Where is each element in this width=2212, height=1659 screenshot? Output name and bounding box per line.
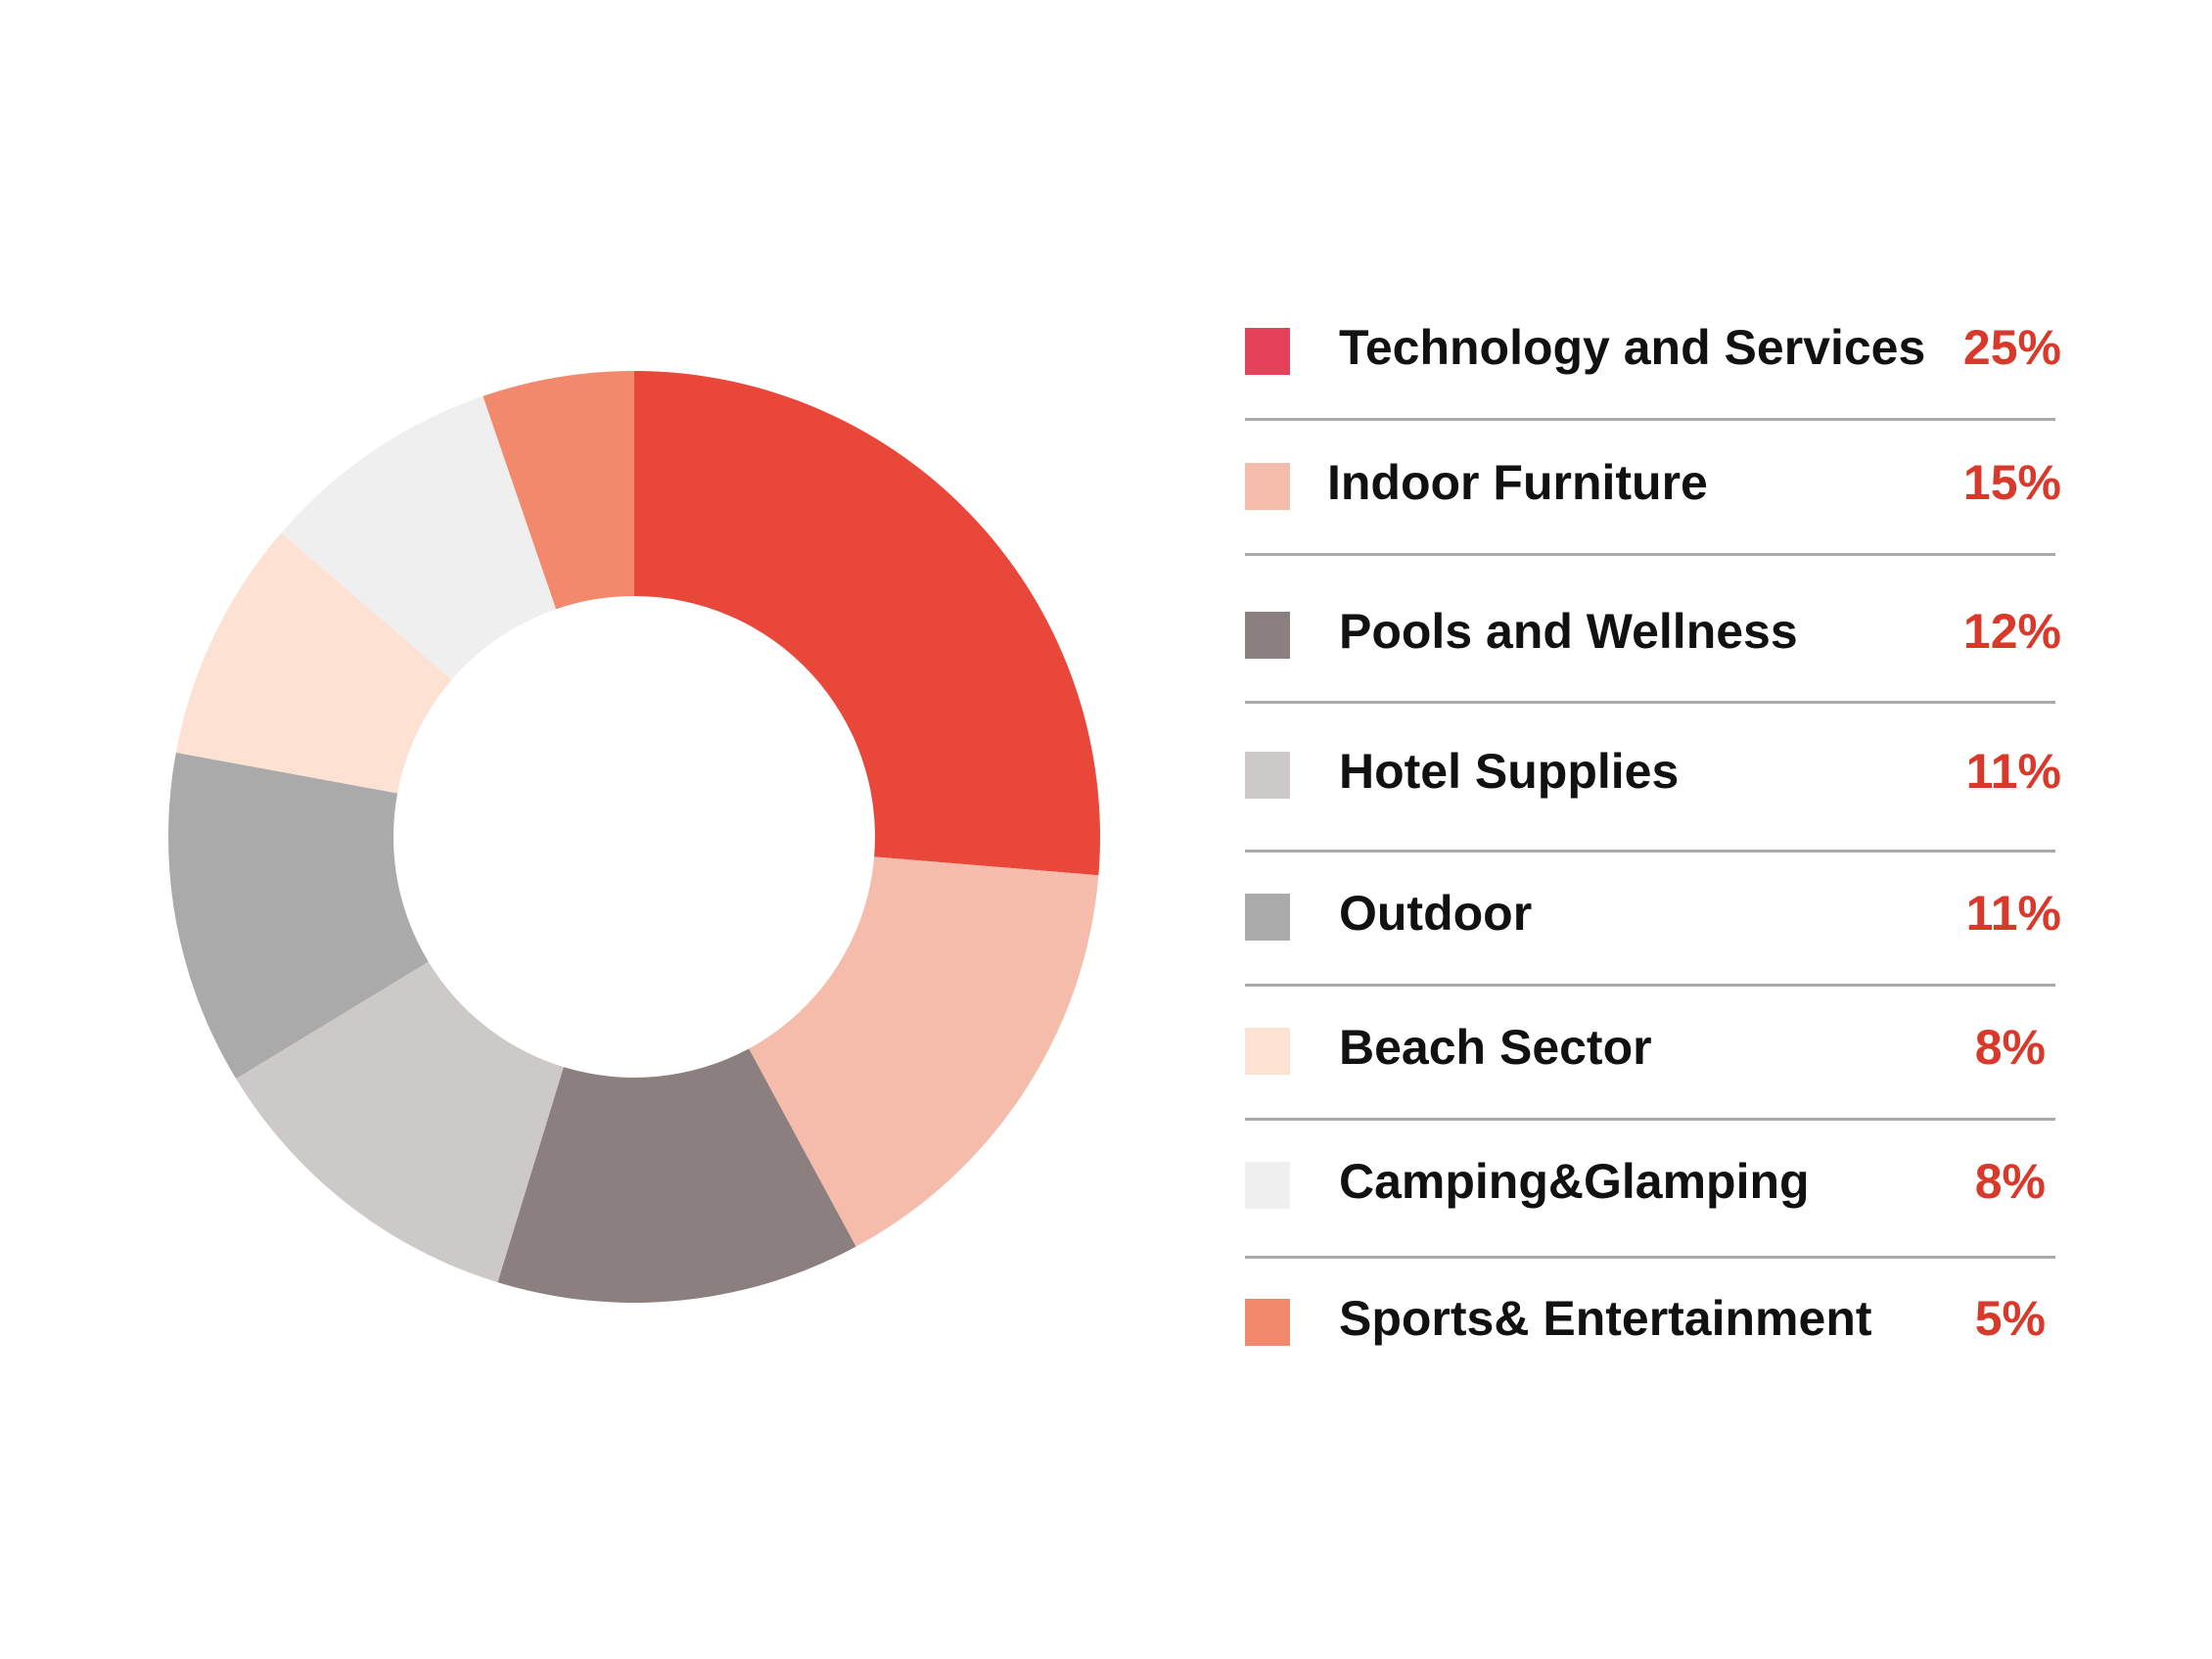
legend-value: 5%	[1974, 1291, 2046, 1346]
legend-divider	[1245, 1256, 2055, 1259]
legend-divider	[1245, 418, 2055, 421]
legend-divider	[1245, 850, 2055, 853]
legend-swatch	[1245, 894, 1290, 941]
legend-value: 11%	[1965, 886, 2061, 941]
donut-chart	[168, 371, 1100, 1303]
legend-value: 8%	[1974, 1020, 2046, 1075]
legend-item: Beach Sector 8%	[1243, 984, 2055, 1119]
legend-value: 15%	[1962, 455, 2061, 510]
donut-slice-beach-sector	[175, 532, 452, 794]
legend-label: Technology and Services	[1339, 320, 1926, 375]
donut-slice-sports-entertainment	[483, 371, 634, 610]
legend-item: Technology and Services 25%	[1243, 284, 2061, 419]
legend-item: Outdoor 11%	[1243, 850, 2061, 985]
legend-item: Camping&Glamping 8%	[1243, 1118, 2055, 1253]
legend-value: 11%	[1965, 744, 2061, 799]
donut-slice-pools-and-wellness	[497, 1048, 856, 1303]
legend-swatch	[1245, 752, 1290, 799]
legend-label: Indoor Furniture	[1327, 455, 1708, 510]
chart-legend: Technology and Services 25% Indoor Furnitu…	[1243, 0, 2075, 1659]
legend-swatch	[1245, 463, 1290, 510]
legend-label: Outdoor	[1339, 886, 1533, 941]
legend-item: Pools and Wellness 12%	[1243, 568, 2061, 703]
legend-swatch	[1245, 612, 1290, 659]
legend-swatch	[1245, 1299, 1290, 1346]
legend-swatch	[1245, 1028, 1290, 1075]
legend-value: 8%	[1974, 1154, 2046, 1209]
legend-item: Indoor Furniture 15%	[1243, 419, 2061, 554]
legend-divider	[1245, 1118, 2055, 1121]
legend-label: Sports& Entertainment	[1339, 1291, 1872, 1346]
legend-item: Hotel Supplies 11%	[1243, 708, 2061, 843]
legend-swatch	[1245, 1162, 1290, 1209]
legend-divider	[1245, 553, 2055, 556]
legend-value: 12%	[1962, 604, 2061, 659]
legend-value: 25%	[1962, 320, 2061, 375]
legend-label: Hotel Supplies	[1339, 744, 1680, 799]
donut-slice-hotel-supplies	[236, 961, 564, 1283]
legend-label: Pools and Wellness	[1339, 604, 1798, 659]
donut-slice-technology-and-services	[634, 371, 1100, 876]
legend-divider	[1245, 701, 2055, 704]
legend-label: Beach Sector	[1339, 1020, 1652, 1075]
legend-divider	[1245, 984, 2055, 987]
legend-label: Camping&Glamping	[1339, 1154, 1810, 1209]
donut-slice-outdoor	[168, 752, 429, 1080]
legend-swatch	[1245, 328, 1290, 375]
legend-item: Sports& Entertainment 5%	[1243, 1255, 2055, 1390]
donut-slice-indoor-furniture	[749, 856, 1099, 1247]
donut-slice-camping-glamping	[281, 395, 557, 680]
